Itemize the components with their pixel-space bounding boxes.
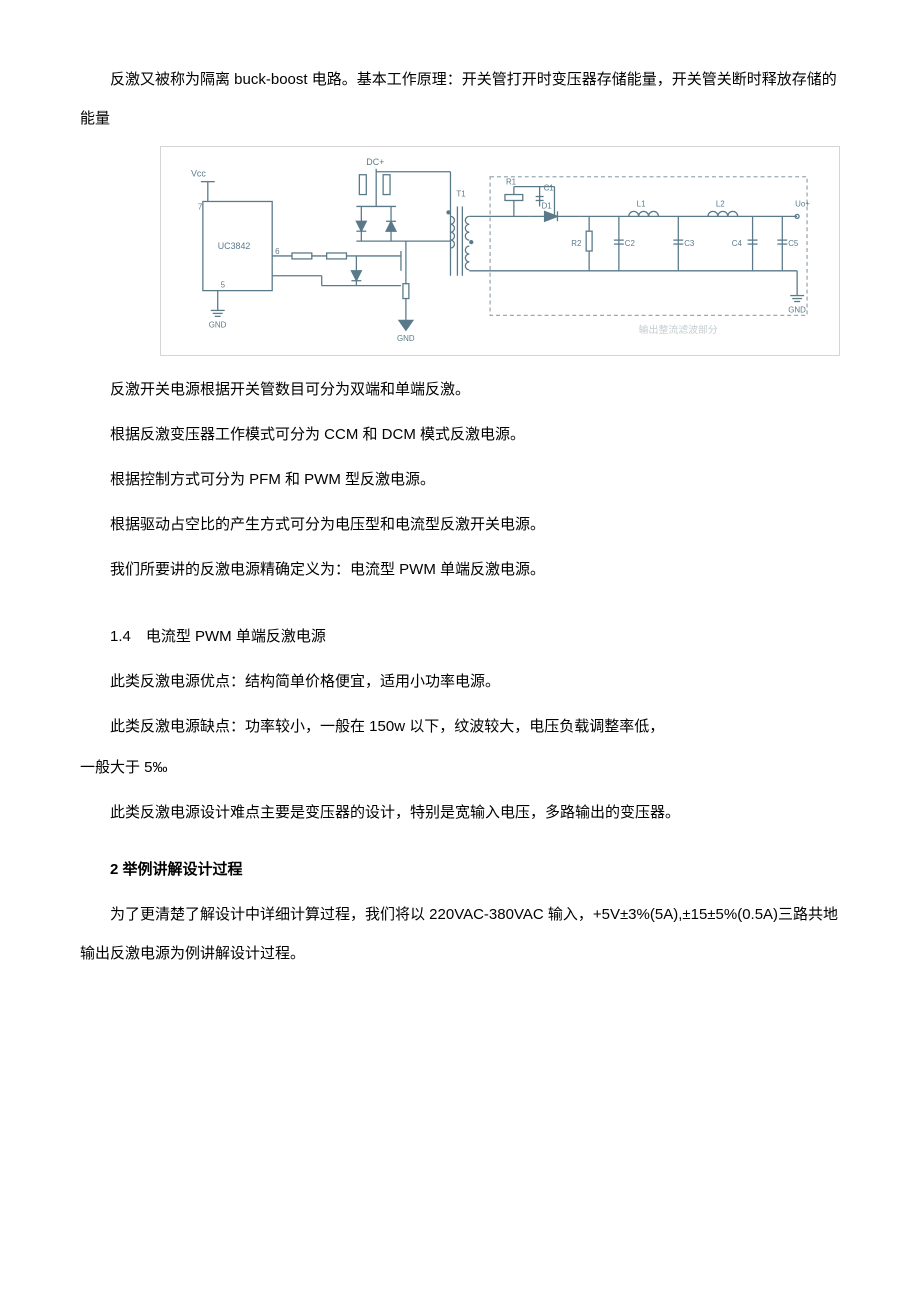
paragraph-disadvantage-a: 此类反激电源缺点：功率较小，一般在 150w 以下，纹波较大，电压负载调整率低，: [80, 707, 840, 746]
label-t1: T1: [456, 190, 466, 199]
label-gnd3: GND: [788, 305, 806, 314]
label-d1: D1: [542, 201, 553, 210]
label-c5: C5: [788, 239, 799, 248]
paragraph-intro: 反激又被称为隔离 buck-boost 电路。基本工作原理：开关管打开时变压器存…: [80, 60, 840, 138]
label-pin5: 5: [221, 281, 226, 290]
label-uo: Uo+: [795, 199, 810, 208]
label-pin7: 7: [198, 202, 202, 211]
label-r1: R1: [506, 178, 517, 187]
paragraph-types-4: 根据驱动占空比的产生方式可分为电压型和电流型反激开关电源。: [80, 505, 840, 544]
label-gnd1: GND: [209, 320, 227, 329]
paragraph-types-2: 根据反激变压器工作模式可分为 CCM 和 DCM 模式反激电源。: [80, 415, 840, 454]
paragraph-types-3: 根据控制方式可分为 PFM 和 PWM 型反激电源。: [80, 460, 840, 499]
label-c3: C3: [684, 239, 695, 248]
label-c2: C2: [625, 239, 635, 248]
label-l2: L2: [716, 199, 725, 208]
label-pin6: 6: [275, 247, 280, 256]
paragraph-advantage: 此类反激电源优点：结构简单价格便宜，适用小功率电源。: [80, 662, 840, 701]
label-gnd2: GND: [397, 334, 415, 343]
label-c4: C4: [732, 239, 743, 248]
circuit-svg: UC3842 Vcc 7 6 GND 5 DC+: [161, 147, 839, 355]
paragraph-disadvantage-b: 一般大于 5‰: [80, 748, 840, 787]
label-note: 输出整流滤波部分: [639, 323, 718, 336]
label-ic: UC3842: [218, 241, 251, 251]
paragraph-difficulty: 此类反激电源设计难点主要是变压器的设计，特别是宽输入电压，多路输出的变压器。: [80, 793, 840, 832]
heading-1-4: 1.4 电流型 PWM 单端反激电源: [80, 617, 840, 656]
heading-2: 2 举例讲解设计过程: [80, 850, 840, 889]
label-vcc: Vcc: [191, 169, 206, 179]
label-dc: DC+: [366, 157, 384, 167]
paragraph-example: 为了更清楚了解设计中详细计算过程，我们将以 220VAC-380VAC 输入，+…: [80, 895, 840, 973]
paragraph-types-1: 反激开关电源根据开关管数目可分为双端和单端反激。: [80, 370, 840, 409]
paragraph-types-5: 我们所要讲的反激电源精确定义为：电流型 PWM 单端反激电源。: [80, 550, 840, 589]
label-l1: L1: [637, 199, 646, 208]
label-c1: C1: [544, 184, 555, 193]
circuit-schematic: UC3842 Vcc 7 6 GND 5 DC+: [160, 146, 840, 356]
label-r2: R2: [571, 239, 581, 248]
